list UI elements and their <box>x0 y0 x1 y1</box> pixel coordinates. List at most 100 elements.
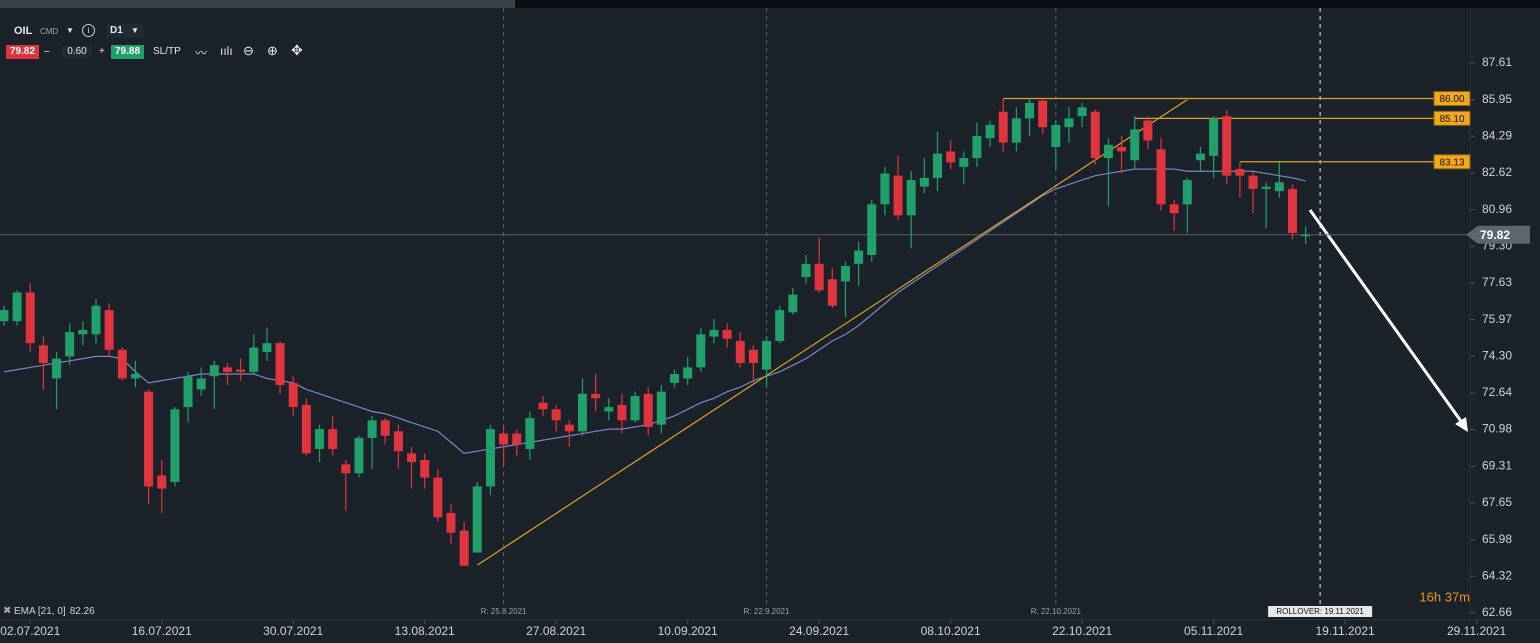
candle-body <box>735 340 745 364</box>
candle-body <box>959 158 969 167</box>
candle-body <box>1182 180 1192 205</box>
ema-legend: EMA [21, 0] 82.26 <box>14 606 95 617</box>
candle-body <box>157 475 167 489</box>
y-tick-label: 80.96 <box>1482 202 1512 216</box>
candle-body <box>12 292 22 322</box>
move-icon[interactable]: ✥ <box>291 42 303 58</box>
event-label: R: 22.9.2021 <box>744 607 790 616</box>
timeframe-select[interactable]: D1 ▼ <box>107 24 144 38</box>
candle-body <box>380 420 390 436</box>
candle-body <box>262 343 272 352</box>
candle-body <box>577 393 587 432</box>
candle-body <box>814 263 824 291</box>
candle-body <box>643 393 653 427</box>
candle-body <box>446 512 456 533</box>
candle-body <box>288 382 298 408</box>
y-tick-label: 69.31 <box>1482 459 1512 473</box>
candle-body <box>354 437 364 474</box>
y-tick-label: 70.98 <box>1482 422 1512 436</box>
candle-body <box>827 279 837 306</box>
x-tick-label: 16.07.2021 <box>132 624 192 638</box>
candle-icon[interactable]: ıılı <box>220 44 233 58</box>
candle-body <box>393 431 403 452</box>
y-tick-label: 85.95 <box>1482 92 1512 106</box>
minus-button[interactable]: – <box>44 46 50 57</box>
candle-body <box>222 367 232 372</box>
y-tick-label: 77.63 <box>1482 275 1512 289</box>
dropdown-icon[interactable]: ▼ <box>66 26 74 35</box>
candle-body <box>130 374 140 379</box>
last-price-box <box>1466 225 1530 244</box>
y-tick-label: 87.61 <box>1482 55 1512 69</box>
event-label: ROLLOVER: 19.11.2021 <box>1276 607 1364 616</box>
candle-body <box>525 418 535 449</box>
candle-body <box>420 459 430 478</box>
bid-price[interactable]: 79.82 <box>6 45 39 59</box>
x-tick-label: 24.09.2021 <box>789 624 849 638</box>
candle-body <box>867 204 877 256</box>
candle-body <box>341 464 351 474</box>
top-strip-dark <box>515 0 1540 8</box>
candle-body <box>1195 153 1205 161</box>
candle-body <box>315 429 325 449</box>
market: CMD <box>40 27 59 36</box>
candle-body <box>1235 169 1245 176</box>
candle-body <box>1064 118 1074 128</box>
candle-body <box>801 263 811 278</box>
x-tick-label: 29.11.2021 <box>1447 624 1506 638</box>
trend-arrow <box>1308 209 1465 425</box>
candle-body <box>551 409 561 421</box>
candle-body <box>433 477 443 518</box>
candle-body <box>893 175 903 216</box>
candle-body <box>854 250 864 264</box>
candle-body <box>1156 149 1166 205</box>
candle-body <box>499 433 509 445</box>
ema-legend-value: 82.26 <box>70 606 95 617</box>
candle-body <box>696 334 706 368</box>
symbol[interactable]: OIL <box>14 25 33 37</box>
candle-body <box>1130 129 1140 161</box>
candle-body <box>617 404 627 421</box>
toolbar: OIL CMD ▼ i D1 ▼ 79.82 – 0.60 + 79.88 SL… <box>0 0 330 62</box>
candle-body <box>775 310 785 341</box>
zoom-out-icon[interactable]: ⊖ <box>243 43 254 58</box>
candle-body <box>1090 111 1100 159</box>
ask-price[interactable]: 79.88 <box>111 45 144 59</box>
candle-body <box>630 396 640 421</box>
zoom-in-icon[interactable]: ⊕ <box>267 43 278 58</box>
candle-body <box>919 177 929 187</box>
candle-body <box>840 266 850 282</box>
candle-body <box>1248 175 1258 189</box>
x-tick-label: 30.07.2021 <box>263 624 323 638</box>
candle-body <box>301 404 311 454</box>
x-tick-label: 27.08.2021 <box>526 624 586 638</box>
candle-body <box>328 429 338 449</box>
ema-legend-name: EMA [21, 0] <box>14 606 66 617</box>
sltp-button[interactable]: SL/TP <box>153 46 181 57</box>
candle-body <box>788 294 798 313</box>
candle-body <box>670 374 680 383</box>
candle-body <box>1103 144 1113 159</box>
event-label: R: 22.10.2021 <box>1031 607 1082 616</box>
candle-body <box>1077 107 1087 117</box>
candle-body <box>946 151 956 163</box>
line-chart-icon[interactable]: 〰 <box>195 46 208 60</box>
candle-body <box>906 180 916 216</box>
x-tick-label: 05.11.2021 <box>1184 624 1243 638</box>
candle-body <box>407 453 417 463</box>
candle-timer: 16h 37m <box>1419 589 1470 604</box>
candle-body <box>91 305 101 335</box>
x-tick-label: 08.10.2021 <box>921 624 981 638</box>
candle-body <box>459 530 469 566</box>
level-label: 83.13 <box>1439 157 1464 168</box>
y-tick-label: 64.32 <box>1482 569 1512 583</box>
info-icon[interactable]: i <box>82 24 95 37</box>
plus-button[interactable]: + <box>99 46 105 57</box>
candle-body <box>1222 116 1232 176</box>
candle-body <box>1143 120 1153 141</box>
last-price-label: 79.82 <box>1480 228 1510 242</box>
candle-body <box>985 124 995 139</box>
y-tick-label: 72.64 <box>1482 385 1512 399</box>
candle-body <box>998 111 1008 143</box>
